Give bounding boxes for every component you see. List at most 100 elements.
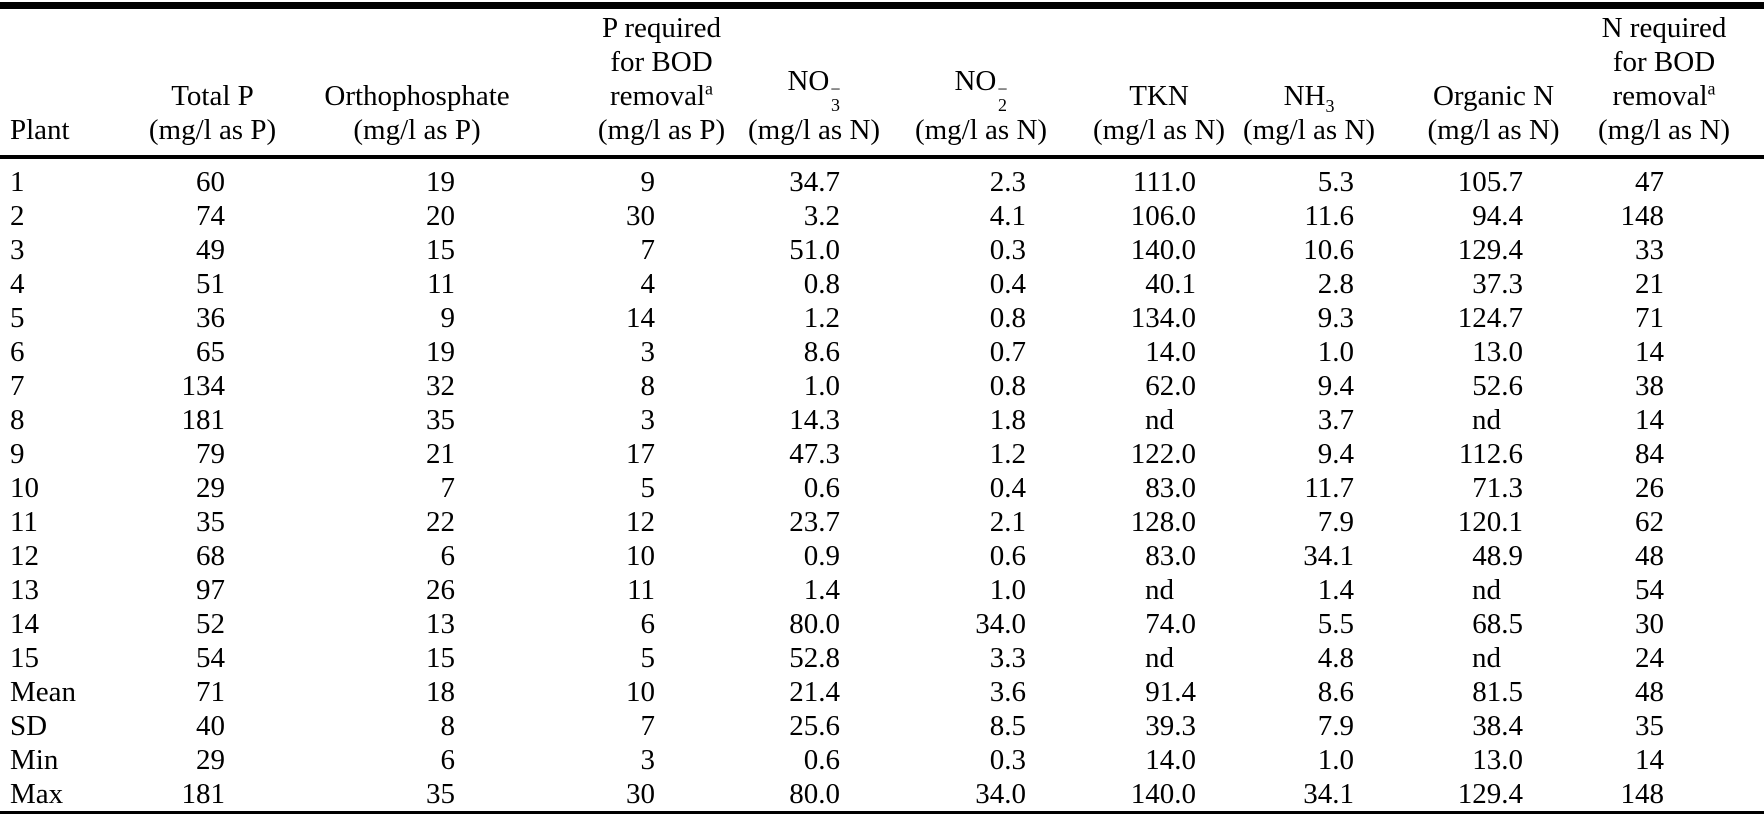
table-row: 12 68 6 10 0.9 0.6 83.0 34.1 48.9 48 <box>0 539 1764 573</box>
cell-no2: 0.4 <box>989 268 1026 300</box>
cell-no3: 21.4 <box>789 676 840 708</box>
cell-plant: SD <box>10 710 48 742</box>
column-header-tkn: TKN (mg/l as N) <box>1049 6 1229 158</box>
cell-no2: 0.7 <box>989 336 1026 368</box>
cell-plant: Min <box>10 744 59 776</box>
column-header-plant: Plant <box>0 6 115 158</box>
cell-plant: 9 <box>10 438 25 470</box>
cell-orthophosphate: 18 <box>426 676 455 708</box>
cell-orthophosphate: 21 <box>426 438 455 470</box>
header-line: Orthophosphate <box>324 80 510 112</box>
cell-p-required-for-bod-removal: 8 <box>640 370 656 402</box>
column-header-total-p: Total P (mg/l as P) <box>115 6 300 158</box>
cell-no2: 0.6 <box>989 540 1026 572</box>
cell-no3: 25.6 <box>789 710 840 742</box>
header-line: (mg/l as N) <box>1092 114 1226 146</box>
cell-tkn: 40.1 <box>1145 268 1196 300</box>
cell-orthophosphate: 7 <box>440 472 456 504</box>
cell-no2: 3.3 <box>989 642 1026 674</box>
cell-p-required-for-bod-removal: 30 <box>626 778 655 810</box>
cell-no3: 8.6 <box>803 336 840 368</box>
cell-orthophosphate: 20 <box>426 200 455 232</box>
cell-orthophosphate: 8 <box>440 710 456 742</box>
cell-tkn: 140.0 <box>1130 234 1196 266</box>
cell-tkn: 14.0 <box>1145 336 1196 368</box>
header-line: (mg/l as N) <box>747 114 881 146</box>
cell-plant: 3 <box>10 234 25 266</box>
column-header-orthophosphate: Orthophosphate (mg/l as P) <box>300 6 534 158</box>
cell-n-required-for-bod-removal: 71 <box>1635 302 1664 334</box>
ion-charge-notation: −2 <box>997 78 1008 115</box>
cell-tkn: 62.0 <box>1145 370 1196 402</box>
cell-no2: 4.1 <box>989 200 1026 232</box>
cell-n-required-for-bod-removal: 35 <box>1635 710 1664 742</box>
table-row: Max 181 35 30 80.0 34.0 140.0 34.1 129.4 148 <box>0 777 1764 813</box>
cell-p-required-for-bod-removal: 9 <box>640 166 656 198</box>
table-row: 6 65 19 3 8.6 0.7 14.0 1.0 13.0 14 <box>0 335 1764 369</box>
cell-orthophosphate: 9 <box>440 302 456 334</box>
cell-total-p: 54 <box>196 642 225 674</box>
header-line: N required <box>1601 12 1727 44</box>
table-row: 15 54 15 5 52.8 3.3 nd 4.8 nd 24 <box>0 641 1764 675</box>
cell-no2: 0.4 <box>989 472 1026 504</box>
cell-organic-n: 129.4 <box>1457 778 1523 810</box>
table-row: 13 97 26 11 1.4 1.0 nd 1.4 nd 54 <box>0 573 1764 607</box>
cell-tkn: nd <box>1145 642 1174 674</box>
cell-orthophosphate: 26 <box>426 574 455 606</box>
cell-organic-n: 112.6 <box>1458 438 1523 470</box>
cell-no2: 2.3 <box>989 166 1026 198</box>
cell-no2: 1.2 <box>989 438 1026 470</box>
cell-nh3: 5.5 <box>1317 608 1354 640</box>
cell-total-p: 52 <box>196 608 225 640</box>
cell-n-required-for-bod-removal: 48 <box>1635 540 1664 572</box>
cell-no3: 34.7 <box>789 166 840 198</box>
ion-charge-notation: −3 <box>830 78 841 115</box>
cell-orthophosphate: 32 <box>426 370 455 402</box>
cell-tkn: 91.4 <box>1145 676 1196 708</box>
cell-no3: 80.0 <box>789 778 840 810</box>
cell-organic-n: 71.3 <box>1472 472 1523 504</box>
cell-no3: 3.2 <box>803 200 840 232</box>
cell-orthophosphate: 35 <box>426 778 455 810</box>
cell-p-required-for-bod-removal: 3 <box>640 336 656 368</box>
cell-n-required-for-bod-removal: 54 <box>1635 574 1664 606</box>
cell-no2: 0.3 <box>989 234 1026 266</box>
cell-p-required-for-bod-removal: 10 <box>626 676 655 708</box>
cell-organic-n: nd <box>1472 642 1501 674</box>
table-row: 8 181 35 3 14.3 1.8 nd 3.7 nd 14 <box>0 403 1764 437</box>
cell-no2: 0.3 <box>989 744 1026 776</box>
cell-organic-n: 48.9 <box>1472 540 1523 572</box>
cell-no3: 23.7 <box>789 506 840 538</box>
cell-no2: 34.0 <box>975 778 1026 810</box>
cell-no3: 0.8 <box>803 268 840 300</box>
cell-total-p: 60 <box>196 166 225 198</box>
cell-orthophosphate: 19 <box>426 166 455 198</box>
cell-orthophosphate: 15 <box>426 234 455 266</box>
cell-tkn: 128.0 <box>1130 506 1196 538</box>
cell-n-required-for-bod-removal: 148 <box>1620 200 1665 232</box>
cell-no2: 2.1 <box>989 506 1026 538</box>
cell-orthophosphate: 6 <box>440 744 456 776</box>
cell-total-p: 29 <box>196 472 225 504</box>
cell-p-required-for-bod-removal: 7 <box>640 234 656 266</box>
cell-plant: 15 <box>10 642 39 674</box>
cell-no3: 1.0 <box>803 370 840 402</box>
table-row: 7 134 32 8 1.0 0.8 62.0 9.4 52.6 38 <box>0 369 1764 403</box>
cell-tkn: 83.0 <box>1145 540 1196 572</box>
header-line: (mg/l as P) <box>148 114 277 146</box>
cell-orthophosphate: 19 <box>426 336 455 368</box>
cell-no3: 1.4 <box>803 574 840 606</box>
header-line: P required <box>602 12 721 44</box>
cell-orthophosphate: 35 <box>426 404 455 436</box>
header-line: (mg/l as P) <box>353 114 481 146</box>
cell-orthophosphate: 15 <box>426 642 455 674</box>
cell-n-required-for-bod-removal: 38 <box>1635 370 1664 402</box>
cell-tkn: 134.0 <box>1130 302 1196 334</box>
cell-organic-n: 129.4 <box>1457 234 1523 266</box>
cell-n-required-for-bod-removal: 24 <box>1635 642 1664 674</box>
header-line: Plant <box>10 114 70 146</box>
column-header-no2: NO −2 (mg/l as N) <box>889 6 1049 158</box>
cell-plant: 13 <box>10 574 39 606</box>
cell-total-p: 49 <box>196 234 225 266</box>
